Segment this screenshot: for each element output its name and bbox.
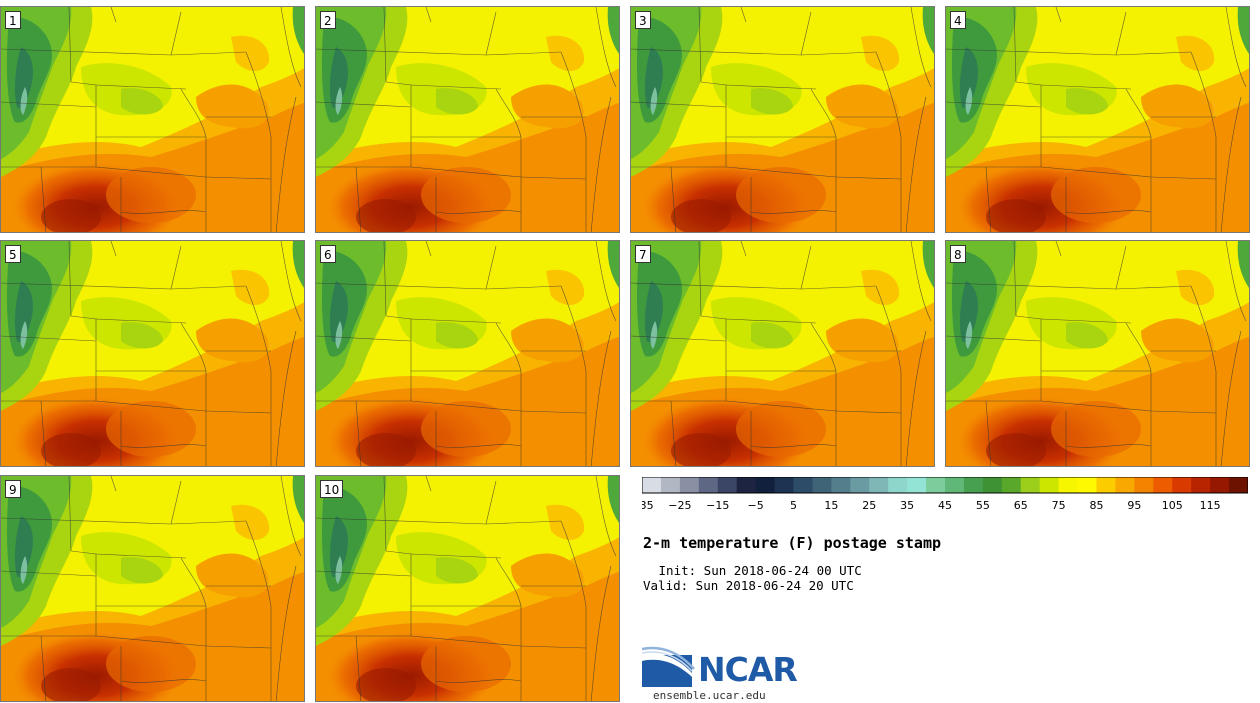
- colorbar-swatch: [755, 477, 776, 493]
- colorbar-swatch: [679, 477, 700, 493]
- member-panel-8: 8: [945, 240, 1250, 467]
- temperature-map: [631, 241, 934, 466]
- member-panel-10: 10: [315, 475, 620, 702]
- member-panel-3: 3: [630, 6, 935, 233]
- colorbar-swatch: [736, 477, 757, 493]
- member-number: 10: [320, 480, 344, 498]
- colorbar-swatch: [1210, 477, 1230, 493]
- member-panel-9: 9: [0, 475, 305, 702]
- colorbar-swatch: [831, 477, 851, 493]
- member-panel-2: 2: [315, 6, 620, 233]
- colorbar-swatch: [1153, 477, 1173, 493]
- colorbar-swatch: [1077, 477, 1097, 493]
- member-number: 5: [5, 245, 21, 263]
- colorbar-swatch: [926, 477, 946, 493]
- colorbar-swatch: [869, 477, 889, 493]
- member-number: 4: [950, 11, 966, 29]
- colorbar-tick-label: 65: [1014, 499, 1028, 512]
- temperature-map: [946, 241, 1249, 466]
- member-number: 6: [320, 245, 336, 263]
- colorbar-tick-label: 25: [862, 499, 876, 512]
- member-number: 1: [5, 11, 21, 29]
- colorbar-swatch: [1039, 477, 1060, 493]
- colorbar-swatch: [1115, 477, 1135, 493]
- colorbar-frame: [642, 477, 1248, 494]
- colorbar-tick-label: −15: [706, 499, 729, 512]
- colorbar-tick-label: −25: [668, 499, 691, 512]
- member-panel-1: 1: [0, 6, 305, 233]
- colorbar-swatch: [660, 477, 681, 493]
- colorbar-swatches: [642, 477, 1248, 493]
- member-panel-6: 6: [315, 240, 620, 467]
- colorbar-swatch: [1172, 477, 1192, 493]
- member-number: 7: [635, 245, 651, 263]
- colorbar: −35 −25 −15 −5 5 15 25 35 45 55 65 75 85 95 105 115: [642, 477, 1248, 512]
- ncar-logo-icon: [642, 646, 695, 687]
- colorbar-swatch: [963, 477, 984, 493]
- member-panel-5: 5: [0, 240, 305, 467]
- chart-title: 2-m temperature (F) postage stamp: [643, 534, 942, 552]
- colorbar-tick-label: 105: [1162, 499, 1183, 512]
- temperature-map: [631, 7, 934, 232]
- colorbar-swatch: [1191, 477, 1211, 493]
- colorbar-swatch: [907, 477, 927, 493]
- colorbar-swatch: [1020, 477, 1041, 493]
- ncar-logo-text: NCAR: [698, 650, 798, 689]
- site-url: ensemble.ucar.edu: [653, 689, 766, 702]
- colorbar-tick-label: 15: [824, 499, 838, 512]
- colorbar-swatch: [850, 477, 870, 493]
- member-number: 2: [320, 11, 336, 29]
- colorbar-tick-label: 5: [790, 499, 797, 512]
- member-number: 8: [950, 245, 966, 263]
- colorbar-swatch: [945, 477, 965, 493]
- colorbar-tick-label: 55: [976, 499, 990, 512]
- colorbar-tick-label: 115: [1200, 499, 1221, 512]
- temperature-map: [946, 7, 1249, 232]
- valid-time: Valid: Sun 2018-06-24 20 UTC: [643, 578, 854, 593]
- colorbar-ticks: −35 −25 −15 −5 5 15 25 35 45 55 65 75 85 95 105 115: [642, 499, 1221, 512]
- colorbar-tick-label: 45: [938, 499, 952, 512]
- member-number: 3: [635, 11, 651, 29]
- temperature-map: [316, 7, 619, 232]
- temperature-map: [316, 241, 619, 466]
- colorbar-swatch: [1001, 477, 1022, 493]
- colorbar-tick-label: 95: [1127, 499, 1141, 512]
- colorbar-swatch: [642, 477, 662, 493]
- colorbar-swatch: [1096, 477, 1116, 493]
- colorbar-tick-label: −5: [748, 499, 764, 512]
- colorbar-swatch: [1229, 477, 1248, 493]
- colorbar-swatch: [1134, 477, 1154, 493]
- colorbar-swatch: [793, 477, 813, 493]
- colorbar-swatch: [1058, 477, 1079, 493]
- colorbar-swatch: [812, 477, 832, 493]
- colorbar-tick-label: 75: [1052, 499, 1066, 512]
- member-panel-4: 4: [945, 6, 1250, 233]
- colorbar-tick-label: 35: [900, 499, 914, 512]
- colorbar-tick-label: 85: [1090, 499, 1104, 512]
- temperature-map: [1, 241, 304, 466]
- colorbar-swatch: [717, 477, 738, 493]
- colorbar-swatch: [982, 477, 1003, 493]
- colorbar-tick-label: −35: [642, 499, 654, 512]
- colorbar-swatch: [698, 477, 719, 493]
- temperature-map: [1, 7, 304, 232]
- member-panel-7: 7: [630, 240, 935, 467]
- colorbar-swatch: [888, 477, 908, 493]
- temperature-map: [1, 476, 304, 701]
- init-time: Init: Sun 2018-06-24 00 UTC: [651, 563, 862, 578]
- colorbar-swatch: [774, 477, 794, 493]
- temperature-map: [316, 476, 619, 701]
- member-number: 9: [5, 480, 21, 498]
